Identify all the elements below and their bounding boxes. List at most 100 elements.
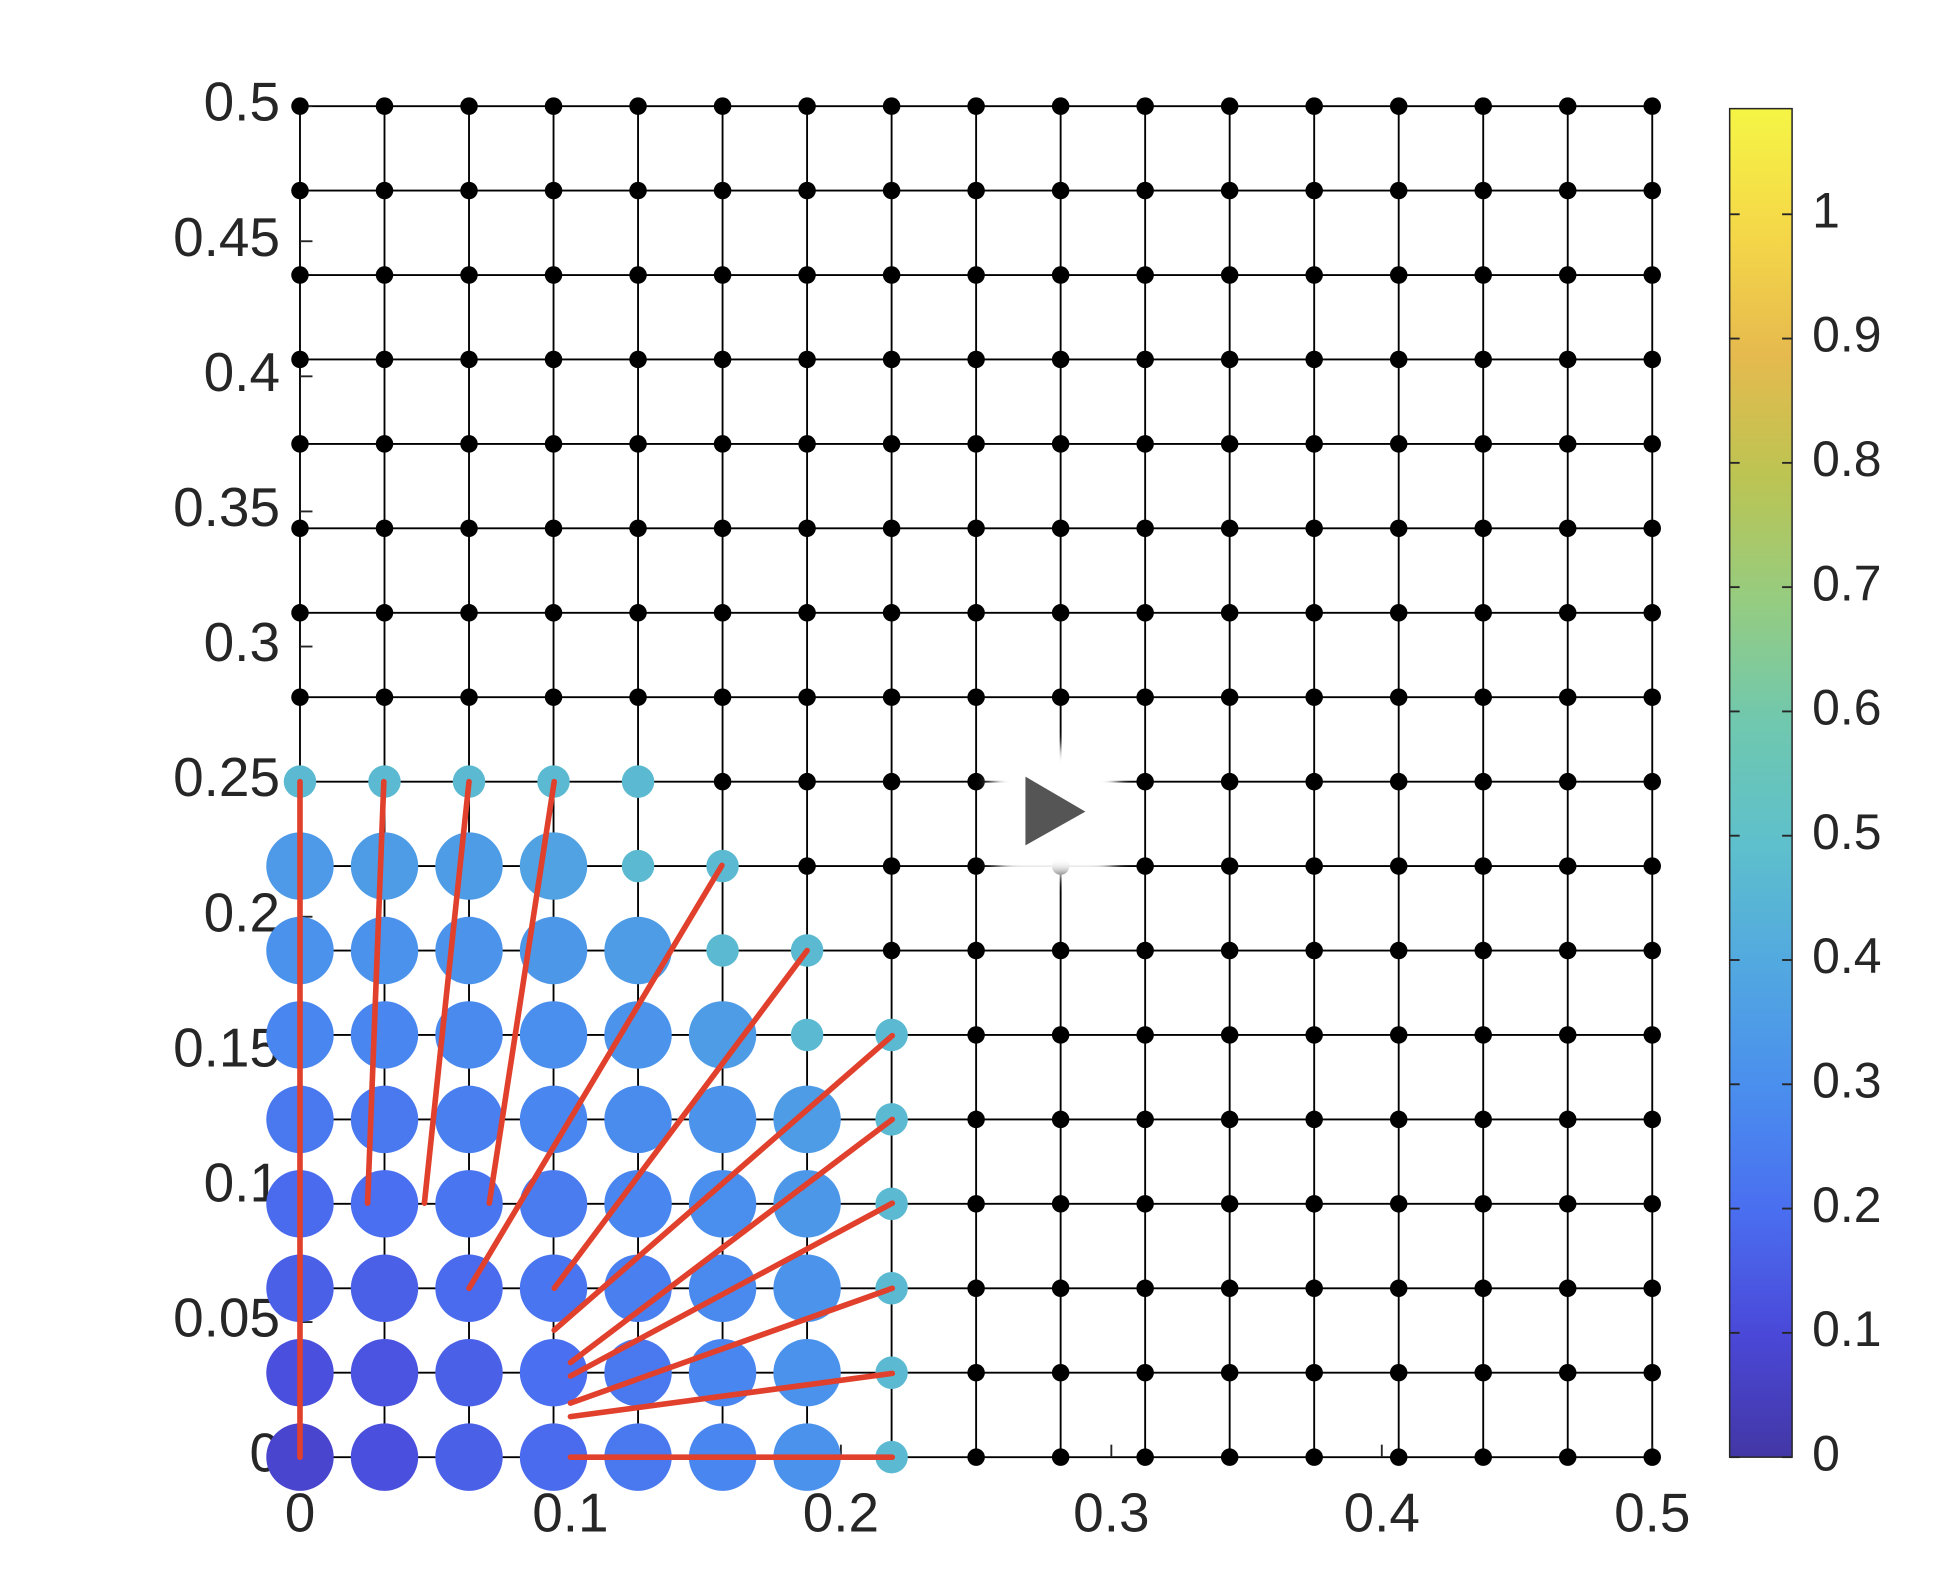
node <box>519 1338 588 1407</box>
mesh-node <box>460 604 478 622</box>
mesh-node <box>1474 350 1492 369</box>
mesh-node <box>1136 1448 1154 1466</box>
y-tick-label: 0.3 <box>204 611 280 673</box>
mesh-node <box>1220 857 1239 875</box>
mesh-node <box>713 435 732 453</box>
mesh-node <box>1389 1279 1408 1298</box>
play-button[interactable] <box>992 746 1118 877</box>
path-line <box>567 1200 896 1379</box>
mesh-node <box>1474 1279 1492 1298</box>
mesh-node <box>1051 604 1070 622</box>
mesh-node <box>798 435 816 453</box>
node <box>435 832 503 900</box>
mesh-node <box>1389 1448 1408 1466</box>
node <box>519 1085 588 1154</box>
mesh-node <box>1389 519 1408 538</box>
mesh-node <box>1474 1110 1492 1129</box>
mesh-node <box>967 772 985 791</box>
mesh-node <box>1474 604 1492 622</box>
mesh-node <box>1558 772 1577 791</box>
mesh-node <box>1136 1195 1154 1213</box>
mesh-node <box>375 604 394 622</box>
mesh-node <box>1305 266 1323 284</box>
mesh-node <box>1305 1026 1323 1044</box>
node <box>621 849 655 883</box>
node <box>604 1001 672 1069</box>
mesh-node <box>1474 1448 1492 1466</box>
mesh-node <box>1305 604 1323 622</box>
mesh-node <box>798 181 816 200</box>
mesh-node <box>460 266 478 284</box>
mesh-node <box>1474 519 1492 538</box>
mesh-node <box>375 97 394 115</box>
mesh-node <box>967 688 985 706</box>
colorbar-tick-label: 0.2 <box>1812 1177 1881 1233</box>
mesh-node <box>1305 1448 1323 1466</box>
node <box>435 1001 503 1069</box>
mesh-node <box>375 519 394 538</box>
mesh-node <box>544 97 563 115</box>
mesh-node <box>882 97 901 115</box>
x-tick-label: 0.2 <box>803 1482 879 1544</box>
mesh-node <box>1136 941 1154 960</box>
colorbar-tick-label: 0.3 <box>1812 1052 1881 1108</box>
node <box>688 1085 757 1154</box>
node <box>435 1423 503 1491</box>
path-line <box>551 1032 896 1333</box>
mesh-node <box>1474 1363 1492 1382</box>
mesh-node <box>798 772 816 791</box>
mesh-node <box>375 266 394 284</box>
mesh-node <box>1305 688 1323 706</box>
mesh-node <box>713 266 732 284</box>
node <box>519 1170 588 1238</box>
mesh-node <box>291 350 309 369</box>
node <box>435 1170 503 1238</box>
mesh-node <box>1220 941 1239 960</box>
mesh-node <box>1136 1026 1154 1044</box>
mesh-node <box>1643 1026 1661 1044</box>
mesh-node <box>291 688 309 706</box>
mesh-node <box>1389 857 1408 875</box>
mesh-node <box>1305 181 1323 200</box>
mesh-node <box>1643 1279 1661 1298</box>
node <box>519 832 588 900</box>
mesh-node <box>798 519 816 538</box>
mesh-node <box>1305 1195 1323 1213</box>
mesh-node <box>1389 1110 1408 1129</box>
mesh-node <box>1051 1363 1070 1382</box>
node <box>350 1001 419 1069</box>
node <box>773 1254 841 1322</box>
mesh-node <box>629 604 647 622</box>
node <box>790 1018 824 1052</box>
mesh-node <box>544 266 563 284</box>
node <box>435 1338 503 1407</box>
node <box>350 1254 419 1322</box>
mesh-node <box>1558 1363 1577 1382</box>
mesh-node <box>798 688 816 706</box>
mesh-node <box>1558 266 1577 284</box>
node <box>706 934 739 967</box>
x-tick-label: 0 <box>285 1482 316 1544</box>
mesh-node <box>1558 1279 1577 1298</box>
path-line <box>567 1116 896 1366</box>
mesh-node <box>1220 1279 1239 1298</box>
mesh-node <box>1136 772 1154 791</box>
node <box>604 1085 672 1154</box>
mesh-node <box>1220 435 1239 453</box>
mesh-node <box>1643 941 1661 960</box>
mesh-node <box>544 688 563 706</box>
mesh-node <box>1220 1363 1239 1382</box>
mesh-node <box>1220 519 1239 538</box>
colorbar <box>1728 107 1793 1458</box>
node <box>688 1170 757 1238</box>
mesh-node <box>1220 772 1239 791</box>
mesh-node <box>967 941 985 960</box>
mesh-node <box>460 519 478 538</box>
mesh-node <box>1643 519 1661 538</box>
y-tick-label: 0.35 <box>173 476 280 538</box>
mesh-node <box>1643 435 1661 453</box>
mesh-node <box>1474 688 1492 706</box>
mesh-node <box>1136 857 1154 875</box>
mesh-node <box>1305 1110 1323 1129</box>
